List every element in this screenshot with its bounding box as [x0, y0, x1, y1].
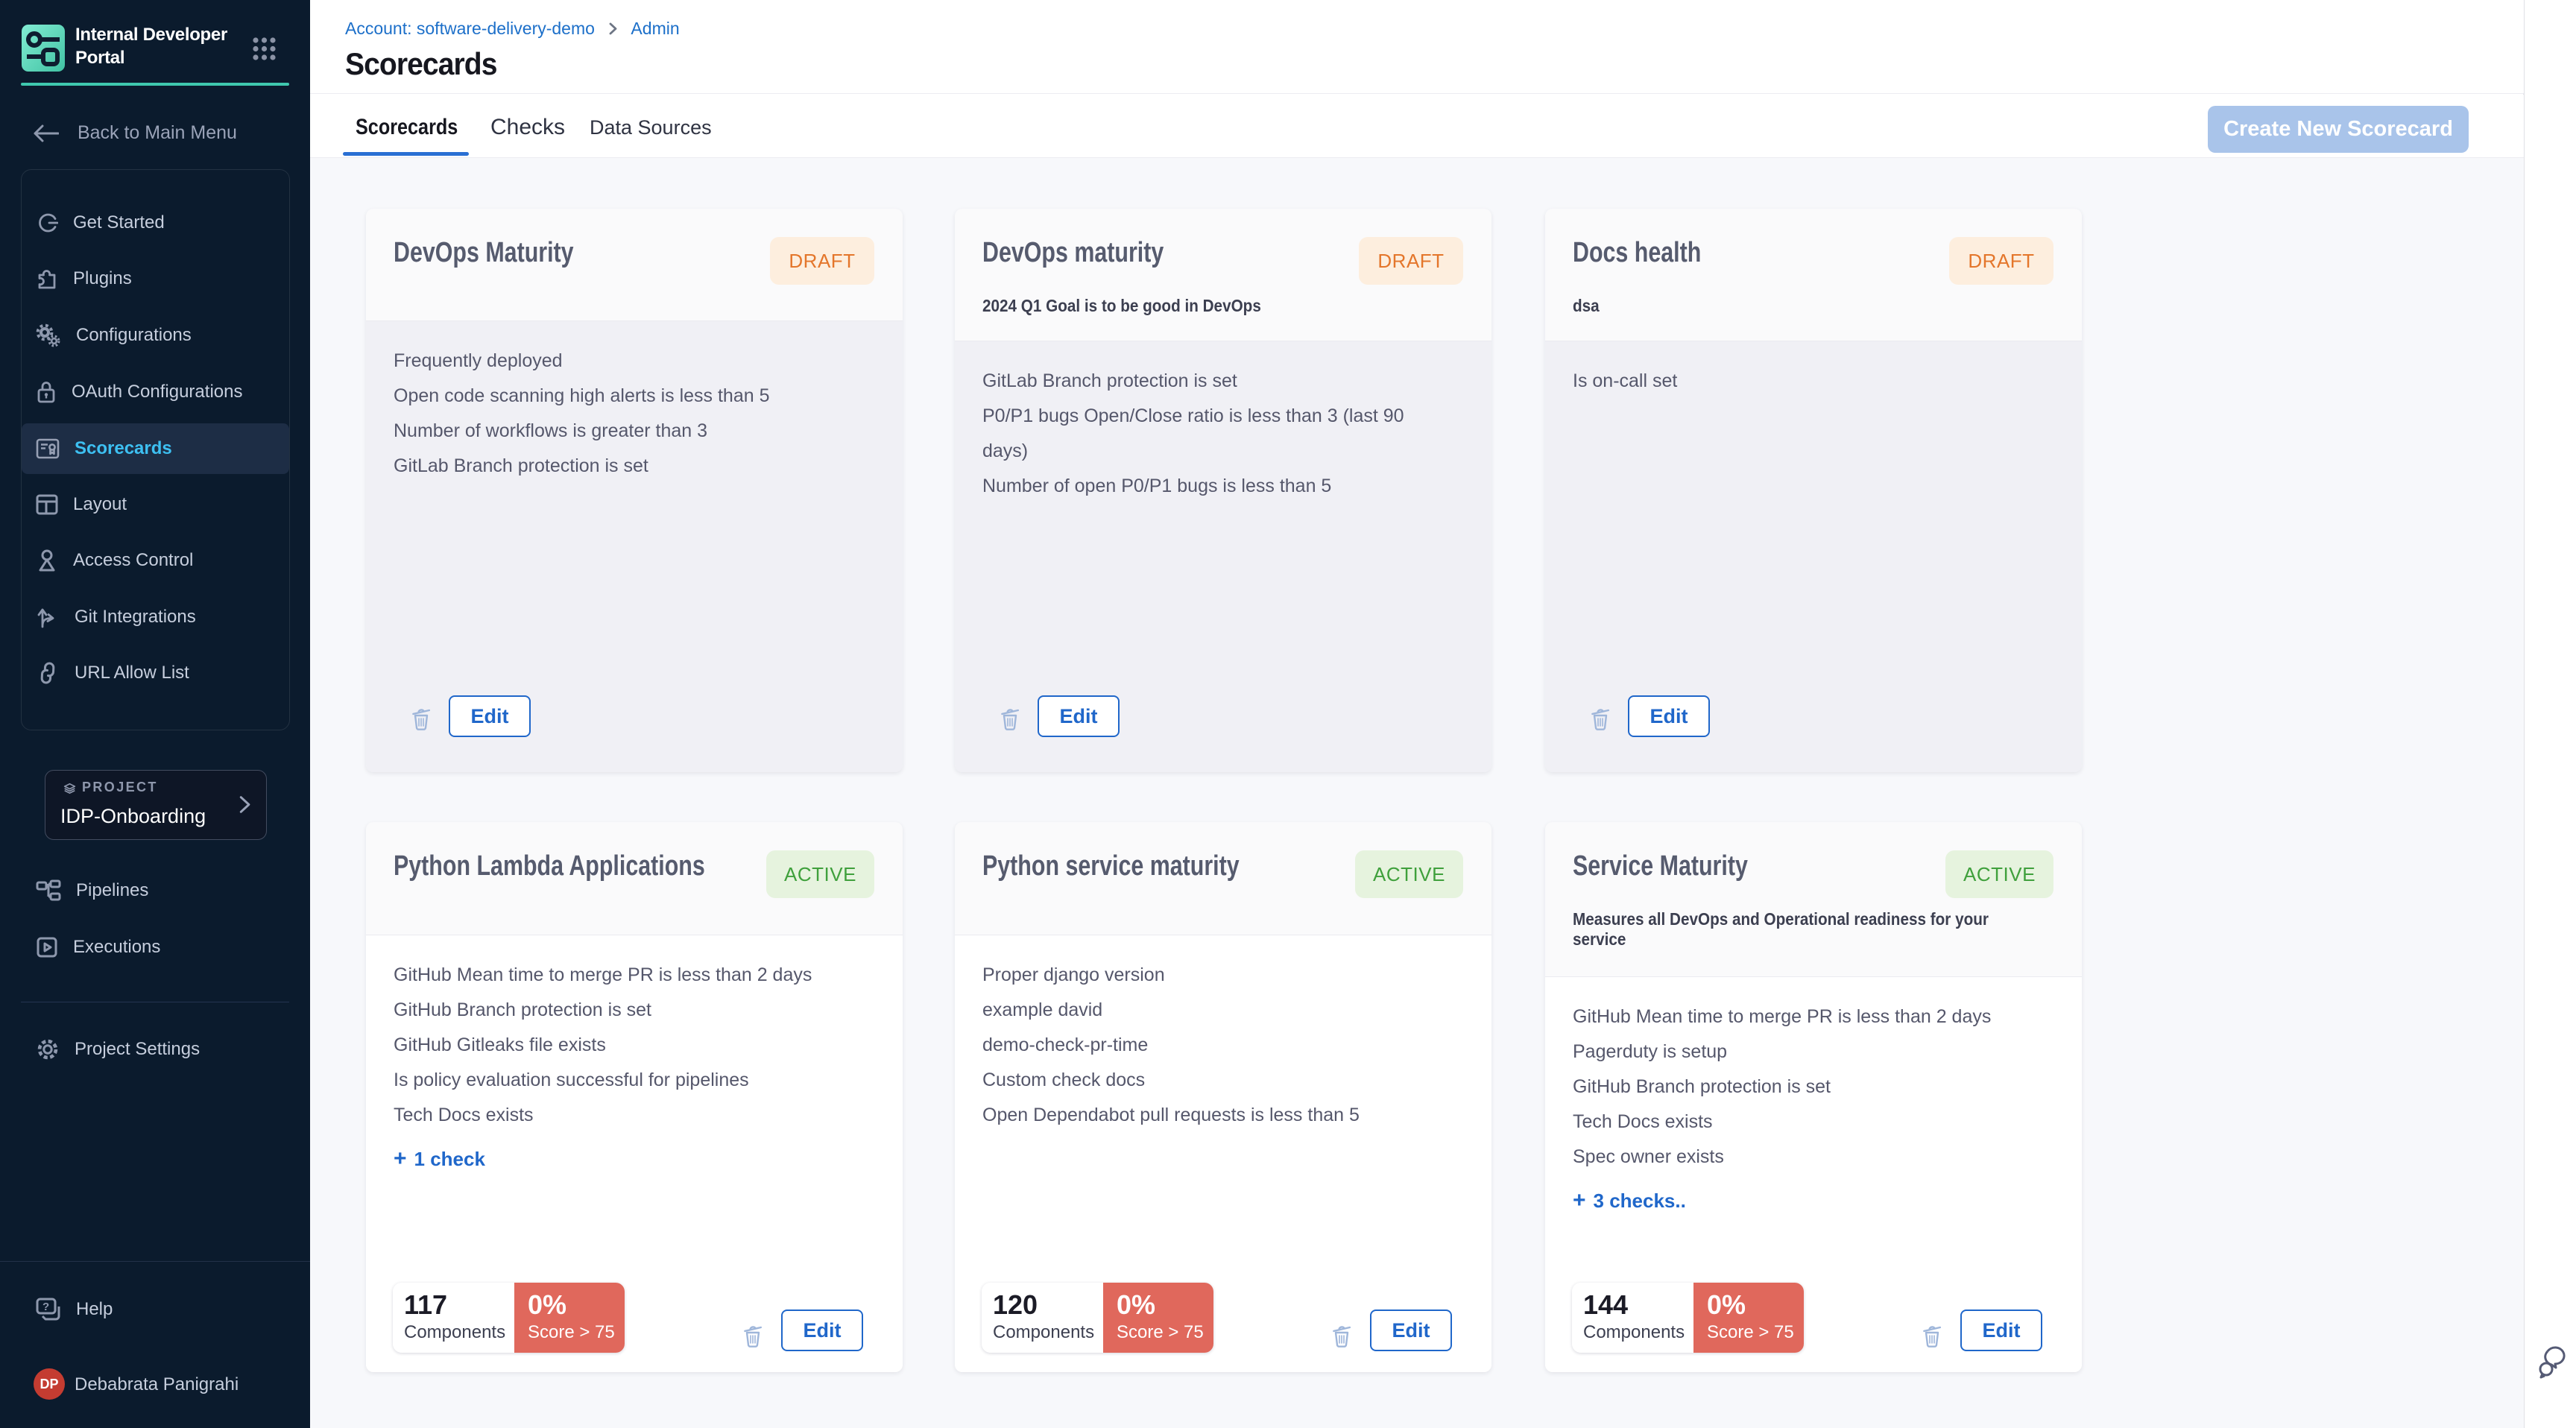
svg-text:?: ?: [42, 1301, 49, 1313]
